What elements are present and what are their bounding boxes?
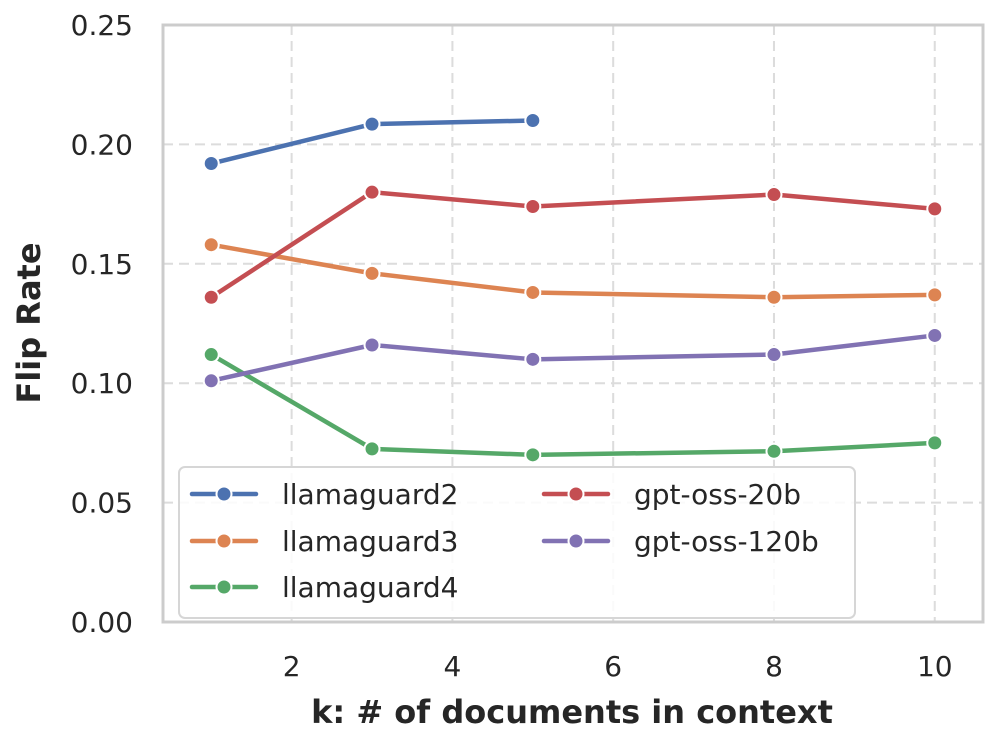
legend-swatch-marker — [567, 485, 585, 503]
series-gpt-oss-20b — [202, 183, 944, 306]
legend-label: gpt-oss-120b — [634, 525, 819, 558]
legend-swatch-marker — [215, 485, 233, 503]
data-point — [202, 288, 220, 306]
x-tick-label: 10 — [917, 650, 953, 683]
data-point — [363, 440, 381, 458]
data-point — [524, 446, 542, 464]
legend-swatch-marker — [215, 578, 233, 596]
series-llamaguard3 — [202, 236, 944, 306]
legend-entry: llamaguard3 — [189, 525, 458, 558]
data-point — [765, 288, 783, 306]
legend-swatch-marker — [567, 532, 585, 550]
y-tick-label: 0.15 — [71, 248, 133, 281]
data-point — [363, 115, 381, 133]
data-point — [926, 434, 944, 452]
x-axis-ticks: 2 4 6 8 10 — [283, 650, 953, 683]
data-point — [765, 346, 783, 364]
y-tick-label: 0.20 — [71, 128, 133, 161]
legend-label: gpt-oss-20b — [634, 478, 801, 511]
legend-label: llamaguard4 — [282, 571, 458, 604]
series-line — [208, 242, 938, 300]
x-axis-title: k: # of documents in context — [311, 693, 833, 731]
legend-box — [178, 466, 856, 619]
series-line — [208, 352, 938, 458]
y-tick-label: 0.00 — [71, 606, 133, 639]
data-point — [926, 200, 944, 218]
data-point — [926, 326, 944, 344]
x-tick-label: 2 — [283, 650, 301, 683]
y-tick-label: 0.25 — [71, 9, 133, 42]
data-point — [765, 186, 783, 204]
y-axis-ticks: 0.00 0.05 0.10 0.15 0.20 0.25 — [71, 9, 133, 639]
series-gpt-oss-120b — [202, 326, 944, 390]
x-tick-label: 8 — [765, 650, 783, 683]
x-tick-label: 4 — [443, 650, 461, 683]
series-line — [208, 333, 938, 384]
series-layer — [202, 112, 944, 464]
series-line — [208, 189, 938, 300]
data-point — [926, 286, 944, 304]
data-point — [524, 112, 542, 130]
y-tick-label: 0.10 — [71, 367, 133, 400]
data-point — [363, 183, 381, 201]
data-point — [363, 336, 381, 354]
legend-label: llamaguard2 — [282, 478, 458, 511]
legend: llamaguard2 llamaguard3 llamaguard4 gpt-oss… — [178, 466, 856, 619]
legend-entry: gpt-oss-20b — [541, 478, 801, 511]
x-tick-label: 6 — [604, 650, 622, 683]
data-point — [202, 155, 220, 173]
data-point — [765, 442, 783, 460]
data-point — [524, 197, 542, 215]
y-axis-title: Flip Rate — [10, 242, 48, 403]
data-point — [202, 372, 220, 390]
plot-frame — [161, 23, 985, 624]
series-llamaguard2 — [202, 112, 542, 173]
data-point — [202, 236, 220, 254]
legend-swatch-marker — [215, 532, 233, 550]
legend-entry: gpt-oss-120b — [541, 525, 819, 558]
data-point — [524, 283, 542, 301]
data-point — [524, 350, 542, 368]
y-tick-label: 0.05 — [71, 487, 133, 520]
series-llamaguard4 — [202, 346, 944, 464]
data-point — [363, 264, 381, 282]
legend-label: llamaguard3 — [282, 525, 458, 558]
data-point — [202, 346, 220, 364]
legend-entry: llamaguard4 — [189, 571, 458, 604]
legend-entry: llamaguard2 — [189, 478, 458, 511]
